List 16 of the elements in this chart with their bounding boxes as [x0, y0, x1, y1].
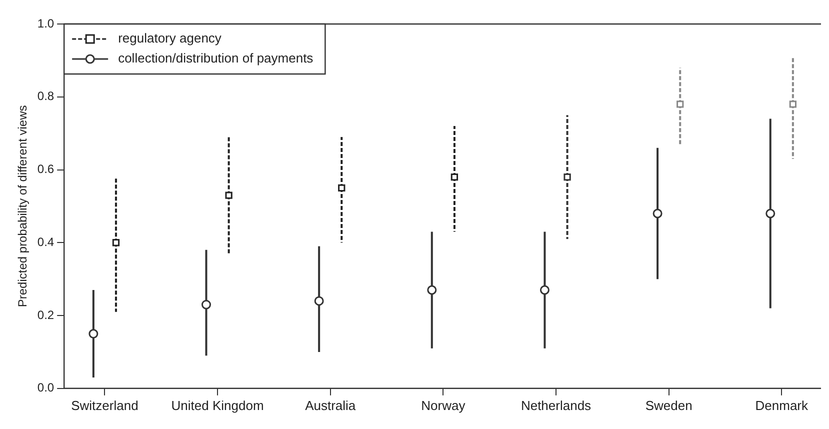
y-tick-label: 1.0 — [37, 16, 54, 30]
x-tick-label: United Kingdom — [171, 398, 264, 413]
y-tick-label: 0.8 — [37, 89, 54, 104]
x-tick-label: Norway — [421, 398, 466, 413]
x-tick-label: Netherlands — [520, 398, 592, 413]
legend-label: collection/distribution of payments — [118, 50, 314, 66]
x-tick-label: Australia — [305, 398, 356, 413]
x-tick-label: Denmark — [755, 398, 809, 413]
y-tick-label: 0.0 — [37, 380, 54, 395]
y-tick-label: 0.6 — [37, 162, 54, 176]
x-tick-label: Sweden — [645, 398, 692, 413]
y-axis-title: Predicted probability of different views — [16, 105, 30, 308]
y-tick-label: 0.4 — [37, 234, 54, 249]
x-tick-label: Switzerland — [71, 398, 138, 413]
y-tick-label: 0.2 — [37, 308, 54, 322]
legend-label: regulatory agency — [118, 30, 222, 46]
